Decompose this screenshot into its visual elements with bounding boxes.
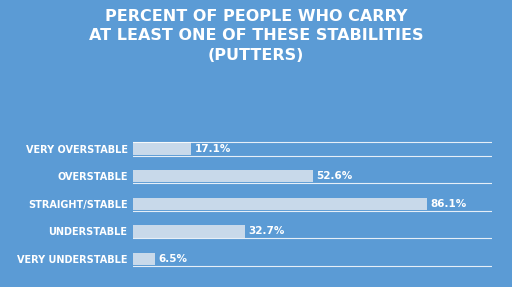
Text: 52.6%: 52.6% [316, 171, 352, 181]
Text: 17.1%: 17.1% [195, 144, 231, 154]
Text: 86.1%: 86.1% [431, 199, 466, 209]
Text: PERCENT OF PEOPLE WHO CARRY
AT LEAST ONE OF THESE STABILITIES
(PUTTERS): PERCENT OF PEOPLE WHO CARRY AT LEAST ONE… [89, 9, 423, 63]
Bar [133, 170, 313, 182]
Bar [133, 253, 155, 265]
Text: 6.5%: 6.5% [159, 254, 188, 264]
Bar [133, 225, 245, 238]
Bar [133, 142, 191, 155]
Text: 32.7%: 32.7% [248, 226, 285, 236]
Bar [133, 197, 427, 210]
